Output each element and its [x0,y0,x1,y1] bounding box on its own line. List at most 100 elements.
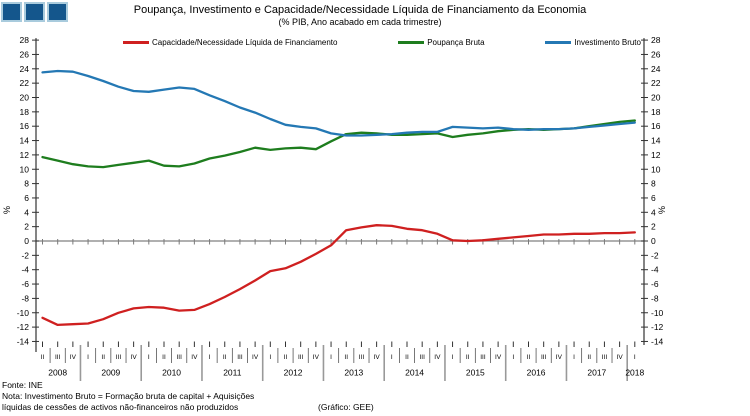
y-tick-label-right: 14 [651,136,661,146]
y-tick-label-left: 6 [24,193,29,203]
year-label: 2015 [466,368,485,378]
credit-note: (Gráfico: GEE) [318,402,374,412]
year-label: 2018 [625,368,644,378]
quarter-label: I [209,354,211,361]
y-tick-label-right: 12 [651,150,661,160]
y-tick-label-right: 26 [651,49,661,59]
quarter-label: I [573,354,575,361]
legend-swatch-red [123,41,149,44]
quarter-label: II [587,354,591,361]
series-line-0 [41,224,636,327]
quarter-label: IV [313,354,320,361]
quarter-label: I [269,354,271,361]
quarter-label: II [223,354,227,361]
note-line-2: líquidas de cessões de activos não-finan… [2,402,239,412]
series-line-1 [41,119,636,169]
year-label: 2010 [162,368,181,378]
y-tick-label-left: 20 [20,93,30,103]
quarter-label: III [541,354,547,361]
quarter-label: III [359,354,365,361]
y-tick-label-right: 4 [651,207,656,217]
plot-area [32,38,648,381]
legend-label: Capacidade/Necessidade Líquida de Financ… [152,38,338,47]
quarter-label: IV [434,354,441,361]
y-tick-label-right: 20 [651,93,661,103]
quarter-label: I [512,354,514,361]
chart-footer: Fonte: INE Nota: Investimento Bruto = Fo… [2,380,254,413]
legend-label: Poupança Bruta [427,38,485,47]
y-tick-label-right: 16 [651,121,661,131]
quarter-label: IV [495,354,502,361]
y-tick-label-right: 8 [651,179,656,189]
chart-subtitle: (% PIB, Ano acabado em cada trimestre) [278,17,442,27]
quarter-label: I [330,354,332,361]
legend-item-poupanca: Poupança Bruta [398,38,485,47]
quarter-label: IV [131,354,138,361]
quarter-label: II [405,354,409,361]
y-tick-label-right: 0 [651,236,656,246]
logo-squares [1,2,68,22]
quarter-label: IV [374,354,381,361]
y-tick-label-right: 10 [651,164,661,174]
logo-square-icon [47,2,68,22]
y-tick-label-right: 24 [651,64,661,74]
logo-square-icon [24,2,45,22]
quarter-label: III [116,354,122,361]
quarter-label: I [148,354,150,361]
y-tick-label-left: -2 [21,250,29,260]
legend-item-capacidade: Capacidade/Necessidade Líquida de Financ… [123,38,337,47]
year-label: 2008 [48,368,67,378]
quarter-label: II [41,354,45,361]
y-tick-label-left: 18 [20,107,30,117]
y-tick-label-left: -12 [17,322,30,332]
quarter-label: III [419,354,425,361]
y-tick-label-right: -4 [651,265,659,275]
y-tick-label-left: 4 [24,207,29,217]
y-tick-label-left: 2 [24,222,29,232]
y-tick-label-left: -10 [17,308,30,318]
legend-swatch-blue [545,41,572,44]
title-block: Poupança, Investimento e Capacidade/Nece… [60,4,660,28]
y-tick-label-left: -4 [21,265,29,275]
quarter-label: III [602,354,608,361]
logo-square-icon [1,2,22,22]
legend-item-investimento: Investimento Bruto [545,38,641,47]
year-label: 2017 [587,368,606,378]
note-line-1: Nota: Investimento Bruto = Formação brut… [2,391,255,401]
quarter-label: I [452,354,454,361]
quarter-label: II [466,354,470,361]
y-tick-label-left: 0 [24,236,29,246]
quarter-label: IV [617,354,624,361]
year-label: 2011 [223,368,242,378]
y-tick-label-right: 28 [651,35,661,45]
quarter-label: III [176,354,182,361]
series-line-2 [41,69,636,137]
y-tick-label-left: 16 [20,121,30,131]
y-tick-label-left: 12 [20,150,30,160]
year-label: 2012 [284,368,303,378]
quarter-label: III [55,354,61,361]
y-tick-label-right: 18 [651,107,661,117]
quarter-label: II [101,354,105,361]
y-tick-label-right: -14 [651,336,664,346]
chart-legend: Capacidade/Necessidade Líquida de Financ… [123,38,641,47]
y-tick-label-right: -6 [651,279,659,289]
quarter-label: II [284,354,288,361]
y-tick-label-right: -8 [651,293,659,303]
y-tick-label-left: 10 [20,164,30,174]
quarter-label: III [298,354,304,361]
legend-label: Investimento Bruto [574,38,641,47]
quarter-label: IV [191,354,198,361]
chart-title: Poupança, Investimento e Capacidade/Nece… [133,4,587,16]
quarter-label: II [527,354,531,361]
y-tick-label-right: -10 [651,308,664,318]
quarter-label: IV [252,354,259,361]
legend-swatch-green [398,41,425,44]
y-tick-label-left: 8 [24,179,29,189]
quarter-label: III [480,354,486,361]
ylabel-right: % [657,206,667,214]
quarter-label: I [634,354,636,361]
y-tick-label-right: 2 [651,222,656,232]
source-note: Fonte: INE [2,380,43,390]
